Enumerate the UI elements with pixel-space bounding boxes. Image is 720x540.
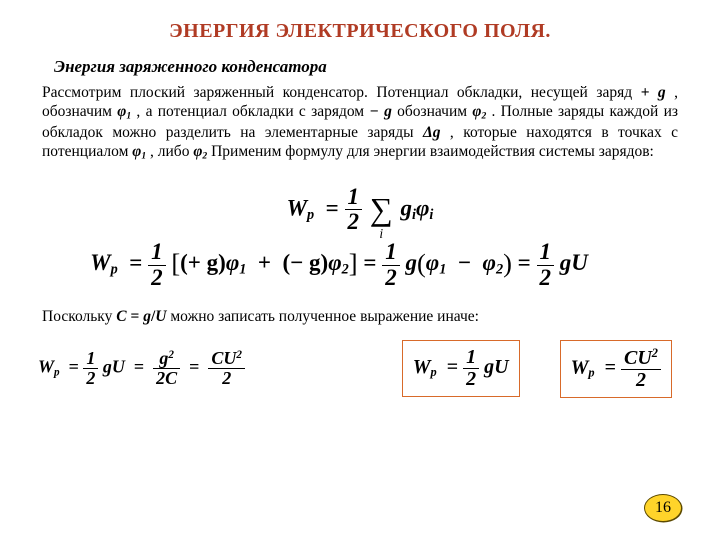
sym-phi1b: φ1 bbox=[132, 143, 146, 160]
text: , либо bbox=[150, 143, 189, 160]
sym-plus-g: + g bbox=[641, 84, 666, 101]
intro-paragraph: Рассмотрим плоский заряженный конденсато… bbox=[42, 83, 678, 163]
text: Рассмотрим плоский заряженный конденсато… bbox=[42, 84, 641, 101]
c-eq-g-over-u: C = g/U bbox=[116, 308, 170, 325]
formula-chain: Wp = 12 gU = g2 2C = CU2 2 bbox=[38, 349, 245, 388]
boxed-formula-1: Wp = 12 gU bbox=[402, 340, 520, 397]
boxed-formula-2: Wp = CU2 2 bbox=[560, 340, 672, 398]
sym-phi2b: φ2 bbox=[193, 143, 207, 160]
sym-phi2: φ2 bbox=[472, 103, 486, 120]
paragraph-2: Поскольку C = g/U можно записать получен… bbox=[42, 308, 678, 326]
page-number-badge: 16 bbox=[644, 494, 682, 522]
section-subtitle: Энергия заряженного конденсатора bbox=[54, 57, 678, 77]
text: Поскольку bbox=[42, 308, 116, 325]
text: Применим формулу для энергии взаимодейст… bbox=[211, 143, 654, 160]
bottom-formulas-row: Wp = 12 gU = g2 2C = CU2 2 Wp = 12 gU Wp bbox=[42, 340, 678, 398]
text: , а потенциал обкладки с зарядом bbox=[136, 103, 369, 120]
sym-minus-g: − g bbox=[369, 103, 391, 120]
sym-phi1: φ1 bbox=[117, 103, 131, 120]
formula-block: Wp = 12 ∑i giφi Wp = 12 [(+ g)φ1 + (− g)… bbox=[42, 181, 678, 290]
page-title: ЭНЕРГИЯ ЭЛЕКТРИЧЕСКОГО ПОЛЯ. bbox=[42, 20, 678, 43]
slide-page: ЭНЕРГИЯ ЭЛЕКТРИЧЕСКОГО ПОЛЯ. Энергия зар… bbox=[0, 0, 720, 540]
sym-delta-g: Δg bbox=[423, 124, 440, 141]
text: обозначим bbox=[397, 103, 472, 120]
formula-expanded: Wp = 12 [(+ g)φ1 + (− g)φ2] = 12 g(φ1 − … bbox=[0, 240, 678, 289]
formula-sum: Wp = 12 ∑i giφi bbox=[42, 181, 678, 239]
text: можно записать полученное выражение инач… bbox=[170, 308, 479, 325]
